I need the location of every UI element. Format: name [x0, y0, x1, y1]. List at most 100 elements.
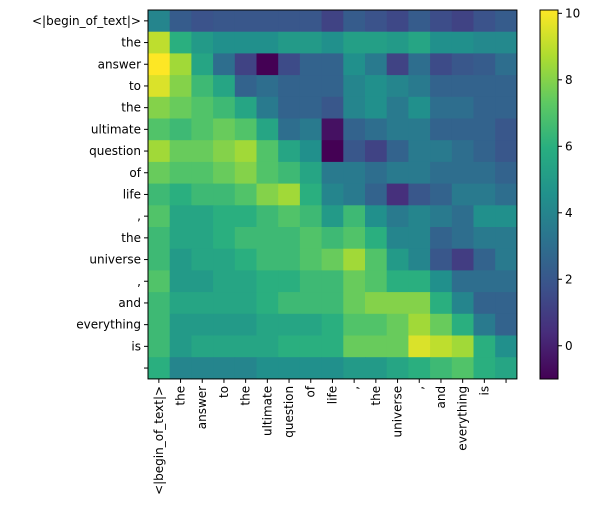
heatmap-cell	[386, 357, 409, 380]
x-tick-label: answer	[195, 386, 209, 429]
heatmap-cell	[191, 205, 214, 228]
heatmap-cell	[321, 292, 344, 315]
heatmap-cell	[148, 205, 171, 228]
heatmap-cell	[451, 227, 474, 250]
heatmap-cell	[234, 10, 257, 33]
heatmap-cell	[299, 31, 322, 54]
y-tick-label: ultimate	[91, 122, 141, 136]
heatmap-cell	[451, 270, 474, 293]
heatmap-cell	[495, 205, 518, 228]
heatmap-cell	[191, 96, 214, 119]
heatmap-cell	[169, 31, 192, 54]
heatmap-cell	[495, 10, 518, 33]
heatmap-cell	[299, 357, 322, 380]
heatmap-cell	[299, 270, 322, 293]
heatmap-cell	[234, 118, 257, 141]
heatmap-cell	[213, 118, 236, 141]
heatmap-cell	[365, 140, 388, 163]
heatmap-cell	[278, 183, 301, 206]
heatmap-cell	[408, 357, 431, 380]
heatmap-cell	[365, 161, 388, 184]
heatmap-cell	[321, 335, 344, 358]
heatmap-cell	[299, 161, 322, 184]
heatmap-cell	[213, 10, 236, 33]
heatmap-cell	[299, 118, 322, 141]
heatmap-cell	[365, 10, 388, 33]
heatmap-cell	[451, 140, 474, 163]
colorbar-gradient	[539, 9, 559, 380]
heatmap-cell	[451, 96, 474, 119]
heatmap-cell	[386, 205, 409, 228]
heatmap-cell	[321, 227, 344, 250]
heatmap-cell	[343, 75, 366, 98]
heatmap-cell	[321, 96, 344, 119]
heatmap-cell	[148, 270, 171, 293]
heatmap-cell	[343, 357, 366, 380]
heatmap-cell	[430, 313, 453, 336]
colorbar-ticks: 0 2 4 6 8 10	[558, 6, 580, 353]
x-tick-label: ultimate	[260, 386, 274, 436]
heatmap-cell	[343, 248, 366, 271]
heatmap-cell	[299, 292, 322, 315]
y-tick-label: the	[121, 36, 141, 50]
heatmap-cell	[256, 10, 279, 33]
heatmap-cell	[148, 140, 171, 163]
heatmap-cell	[408, 183, 431, 206]
heatmap-cell	[343, 161, 366, 184]
heatmap-cell	[430, 183, 453, 206]
heatmap-cell	[495, 53, 518, 76]
heatmap-cell	[234, 53, 257, 76]
heatmap-cell	[148, 75, 171, 98]
heatmap-cell	[495, 183, 518, 206]
heatmap-cell	[148, 292, 171, 315]
heatmap-cell	[278, 53, 301, 76]
heatmap-cell	[278, 227, 301, 250]
heatmap-cell	[473, 118, 496, 141]
y-tick-label: and	[118, 296, 141, 310]
heatmap-cell	[451, 183, 474, 206]
heatmap-cell	[213, 270, 236, 293]
heatmap-cell	[343, 118, 366, 141]
y-tick-label: is	[131, 339, 141, 353]
heatmap-cell	[495, 313, 518, 336]
heatmap-cell	[430, 227, 453, 250]
heatmap-cell	[278, 161, 301, 184]
heatmap-cell	[299, 313, 322, 336]
heatmap-cell	[386, 10, 409, 33]
heatmap-cell	[234, 75, 257, 98]
heatmap-cell	[343, 10, 366, 33]
heatmap-cell	[386, 31, 409, 54]
y-tick-label: of	[129, 166, 141, 180]
heatmap-cell	[495, 335, 518, 358]
heatmap-cell	[495, 357, 518, 380]
heatmap-cell	[213, 248, 236, 271]
heatmap-cell	[191, 75, 214, 98]
heatmap-cell	[321, 31, 344, 54]
colorbar: 0 2 4 6 8 10	[539, 6, 580, 380]
heatmap-cell	[321, 313, 344, 336]
x-tick-label: and	[434, 386, 448, 409]
heatmap-cell	[473, 96, 496, 119]
heatmap-cell	[278, 270, 301, 293]
x-tick-label: universe	[391, 386, 405, 438]
heatmap-cell	[451, 10, 474, 33]
heatmap-cell	[256, 140, 279, 163]
heatmap-cell	[386, 270, 409, 293]
heatmap-cell	[365, 53, 388, 76]
heatmap-cell	[191, 183, 214, 206]
y-tick-label: <|begin_of_text|>	[32, 14, 141, 28]
heatmap-cell	[278, 31, 301, 54]
heatmap-cell	[473, 161, 496, 184]
heatmap-cell	[408, 118, 431, 141]
heatmap-cell	[256, 53, 279, 76]
heatmap-cell	[191, 313, 214, 336]
heatmap-cell	[473, 183, 496, 206]
heatmap-cell	[278, 118, 301, 141]
heatmap-cell	[169, 53, 192, 76]
heatmap-cell	[148, 31, 171, 54]
heatmap-cell	[430, 10, 453, 33]
heatmap-cells	[148, 10, 518, 380]
heatmap-cell	[365, 75, 388, 98]
heatmap-cell	[234, 313, 257, 336]
